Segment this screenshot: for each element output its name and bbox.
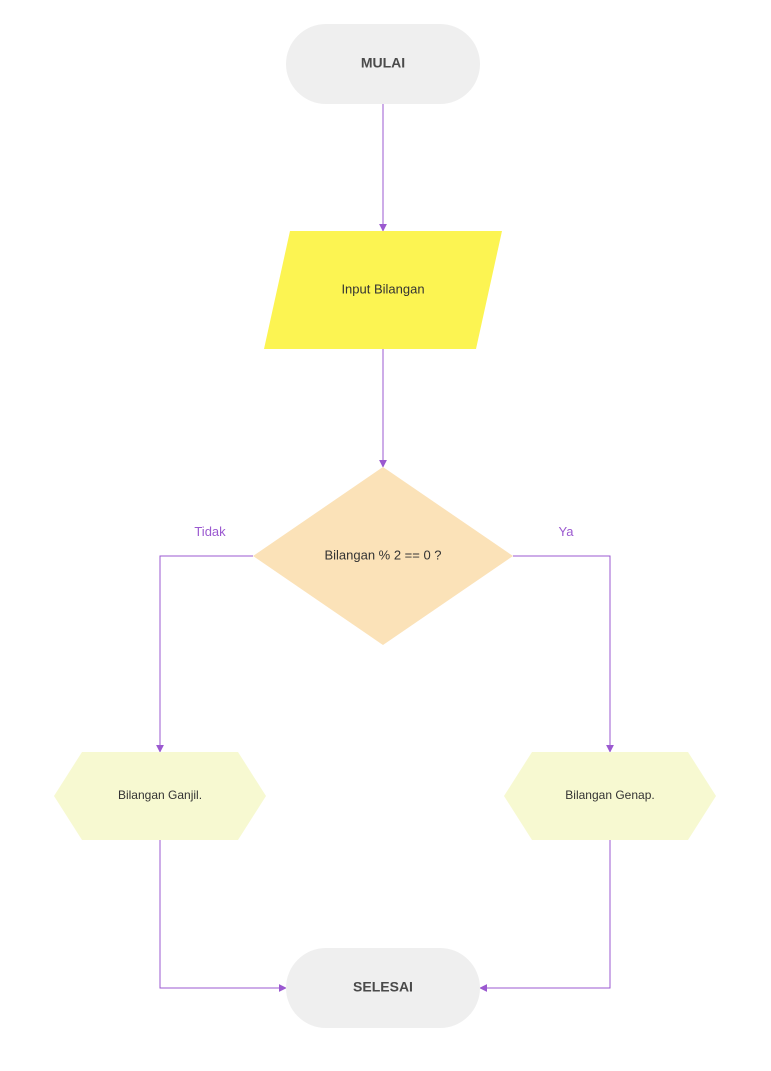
edge-even-end: [480, 840, 610, 988]
edge-odd-end: [160, 840, 286, 988]
node-input: Input Bilangan: [264, 231, 502, 349]
node-decision-label: Bilangan % 2 == 0 ?: [324, 547, 441, 562]
nodes: MULAI Input Bilangan Bilangan % 2 == 0 ? Bi…: [54, 24, 716, 1028]
node-even: Bilangan Genap.: [504, 752, 716, 840]
edge-decision-odd: [160, 556, 253, 752]
node-start: MULAI: [286, 24, 480, 104]
node-odd-label: Bilangan Ganjil.: [118, 788, 202, 802]
node-even-label: Bilangan Genap.: [565, 788, 654, 802]
node-start-label: MULAI: [361, 55, 405, 71]
edge-decision-even: [513, 556, 610, 752]
edge-label-decision-even: Ya: [559, 524, 575, 539]
node-end-label: SELESAI: [353, 979, 413, 995]
node-end: SELESAI: [286, 948, 480, 1028]
edge-label-decision-odd: Tidak: [194, 524, 226, 539]
flowchart-canvas: Tidak Ya MULAI Input Bilangan Bilangan % 2 =…: [0, 0, 771, 1071]
node-odd: Bilangan Ganjil.: [54, 752, 266, 840]
node-decision: Bilangan % 2 == 0 ?: [253, 467, 513, 645]
node-input-label: Input Bilangan: [341, 281, 424, 296]
